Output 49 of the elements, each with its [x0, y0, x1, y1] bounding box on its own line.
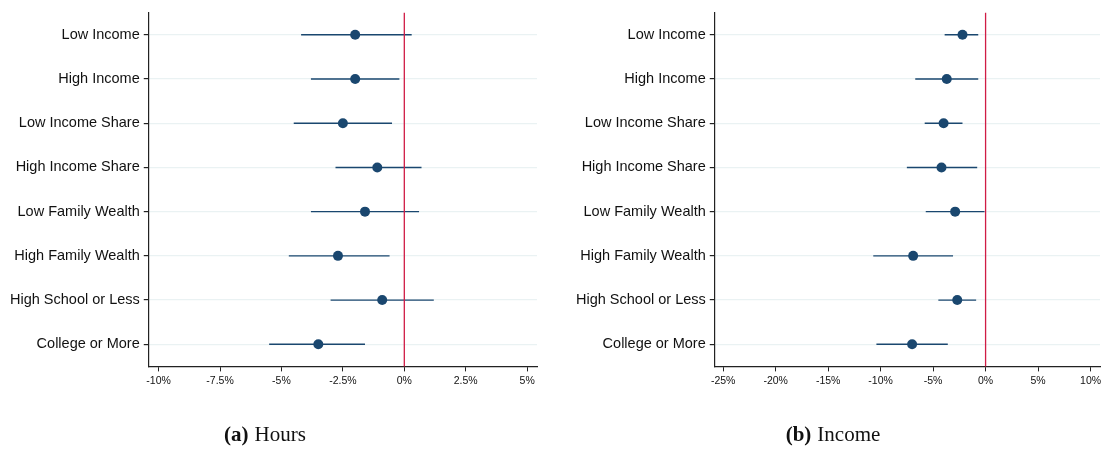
y-tick-label: High School or Less — [576, 291, 706, 308]
point — [938, 118, 949, 129]
point — [908, 250, 919, 261]
point — [907, 339, 918, 350]
y-tick-label: High Family Wealth — [580, 246, 706, 263]
x-tick-label: -2.5% — [329, 373, 357, 386]
x-tick-label: -15% — [815, 373, 841, 386]
point — [350, 74, 361, 85]
x-tick-label: 10% — [1080, 373, 1102, 386]
y-tick-label: College or More — [36, 335, 140, 352]
y-tick-label: College or More — [602, 335, 706, 352]
x-tick-label: -5% — [272, 373, 291, 386]
y-tick-label: High School or Less — [10, 291, 140, 308]
x-tick-label: 5% — [519, 373, 535, 386]
point — [313, 339, 324, 350]
y-tick-label: High Income Share — [15, 158, 140, 175]
y-tick-label: Low Income Share — [18, 114, 140, 131]
point — [952, 295, 963, 306]
point — [936, 162, 947, 173]
x-tick-label: 0% — [977, 373, 994, 386]
point — [950, 206, 961, 217]
y-tick-label: Low Income Share — [584, 114, 706, 131]
point — [957, 29, 968, 40]
x-tick-label: -5% — [923, 373, 943, 386]
x-tick-label: 2.5% — [453, 373, 478, 386]
x-tick-label: -10% — [146, 373, 171, 386]
y-tick-label: Low Family Wealth — [17, 202, 140, 219]
y-tick-label: High Family Wealth — [14, 246, 140, 263]
point — [372, 162, 383, 173]
y-tick-label: Low Income — [627, 25, 706, 42]
x-tick-label: -20% — [763, 373, 788, 386]
x-tick-label: 0% — [396, 373, 412, 386]
x-tick-label: 5% — [1030, 373, 1046, 386]
point — [332, 250, 343, 261]
y-tick-label: High Income — [624, 70, 706, 87]
point — [360, 206, 370, 217]
point — [377, 295, 388, 306]
x-tick-label: -7.5% — [206, 373, 234, 386]
x-tick-label: -25% — [710, 373, 736, 386]
y-tick-label: High Income — [58, 70, 140, 87]
point — [350, 29, 361, 40]
y-tick-label: High Income Share — [581, 158, 706, 175]
x-tick-label: -10% — [868, 373, 893, 386]
text: (b) Income — [784, 422, 882, 447]
y-tick-label: Low Income — [61, 25, 140, 42]
text: (a) Hours — [223, 422, 307, 447]
y-tick-label: Low Family Wealth — [583, 202, 706, 219]
point — [941, 74, 952, 85]
point — [337, 118, 348, 129]
